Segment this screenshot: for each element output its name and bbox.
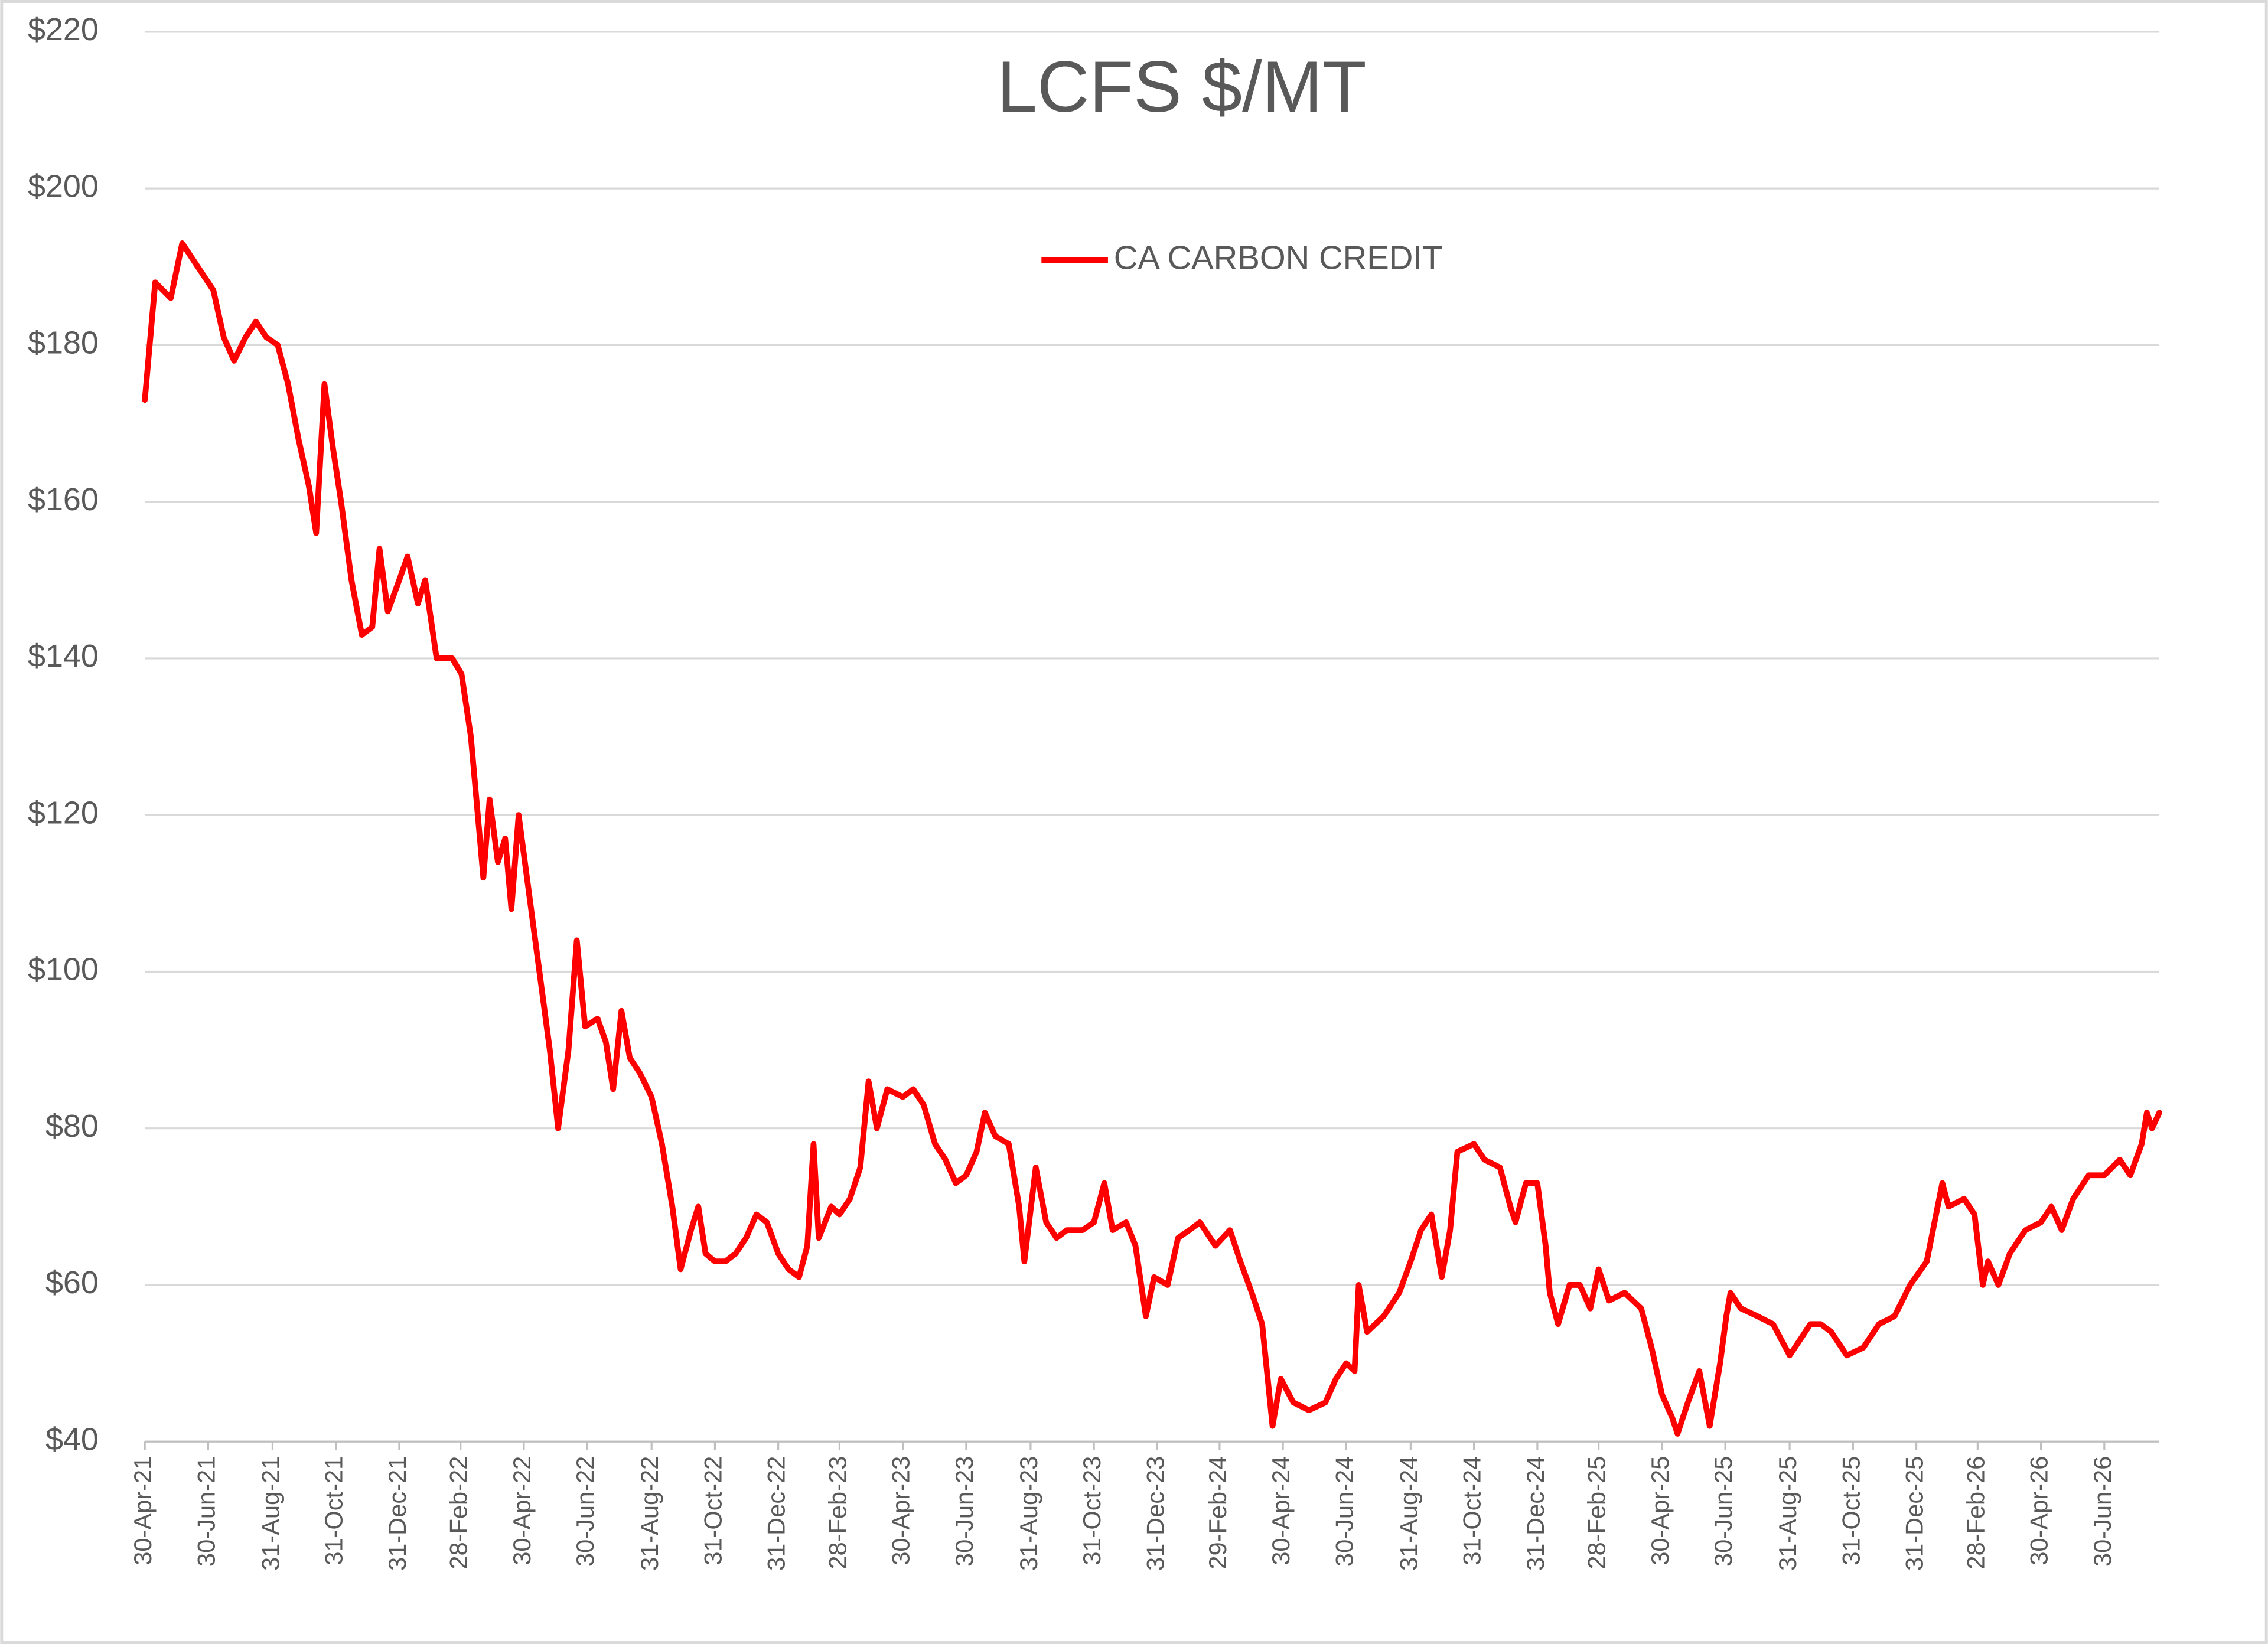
x-tick-label: 30-Apr-23 — [887, 1456, 915, 1565]
x-tick-label: 31-Dec-25 — [1901, 1456, 1928, 1571]
chart-title: LCFS $/MT — [997, 46, 1367, 127]
x-tick-label: 30-Apr-22 — [508, 1456, 536, 1565]
x-tick-label: 31-Dec-21 — [383, 1456, 411, 1571]
y-tick-label: $200 — [28, 168, 99, 204]
y-tick-label: $100 — [28, 952, 99, 987]
x-tick-label: 30-Jun-26 — [2088, 1456, 2116, 1567]
x-tick-label: 28-Feb-25 — [1583, 1456, 1611, 1570]
x-tick-label: 31-Dec-22 — [762, 1456, 790, 1571]
y-tick-label: $40 — [45, 1421, 99, 1457]
x-tick-label: 31-Oct-21 — [320, 1456, 348, 1565]
x-tick-label: 31-Aug-23 — [1015, 1456, 1042, 1571]
y-tick-label: $160 — [28, 482, 99, 517]
x-tick-label: 30-Apr-21 — [129, 1456, 157, 1565]
y-tick-label: $80 — [45, 1108, 99, 1144]
x-tick-label: 30-Jun-23 — [950, 1456, 978, 1567]
y-tick-label: $120 — [28, 795, 99, 830]
x-tick-label: 29-Feb-24 — [1204, 1456, 1231, 1570]
x-tick-label: 31-Aug-21 — [256, 1456, 284, 1571]
x-tick-label: 31-Oct-24 — [1458, 1456, 1486, 1565]
y-tick-label: $180 — [28, 325, 99, 361]
x-tick-label: 31-Aug-25 — [1774, 1456, 1801, 1571]
x-tick-label: 30-Apr-26 — [2025, 1456, 2053, 1565]
x-tick-label: 30-Apr-24 — [1267, 1456, 1295, 1565]
y-tick-label: $220 — [28, 12, 99, 47]
x-tick-label: 28-Feb-26 — [1961, 1456, 1989, 1570]
x-tick-label: 30-Jun-22 — [571, 1456, 599, 1567]
x-tick-label: 30-Jun-25 — [1709, 1456, 1737, 1567]
x-tick-label: 31-Dec-23 — [1141, 1456, 1169, 1571]
x-tick-label: 30-Jun-24 — [1330, 1456, 1358, 1567]
x-tick-label: 30-Apr-25 — [1646, 1456, 1674, 1565]
y-tick-label: $140 — [28, 638, 99, 674]
x-tick-label: 31-Aug-24 — [1394, 1456, 1422, 1571]
x-tick-label: 31-Oct-22 — [699, 1456, 726, 1565]
y-tick-label: $60 — [45, 1265, 99, 1300]
x-tick-label: 31-Dec-24 — [1521, 1456, 1549, 1571]
x-tick-label: 28-Feb-23 — [823, 1456, 851, 1570]
x-tick-label: 31-Aug-22 — [636, 1456, 663, 1571]
x-tick-label: 31-Oct-23 — [1078, 1456, 1106, 1565]
legend-label: CA CARBON CREDIT — [1114, 239, 1443, 276]
x-tick-label: 30-Jun-21 — [192, 1456, 220, 1567]
x-tick-label: 28-Feb-22 — [445, 1456, 472, 1570]
x-tick-label: 31-Oct-25 — [1837, 1456, 1865, 1565]
data-line — [142, 240, 2162, 1437]
